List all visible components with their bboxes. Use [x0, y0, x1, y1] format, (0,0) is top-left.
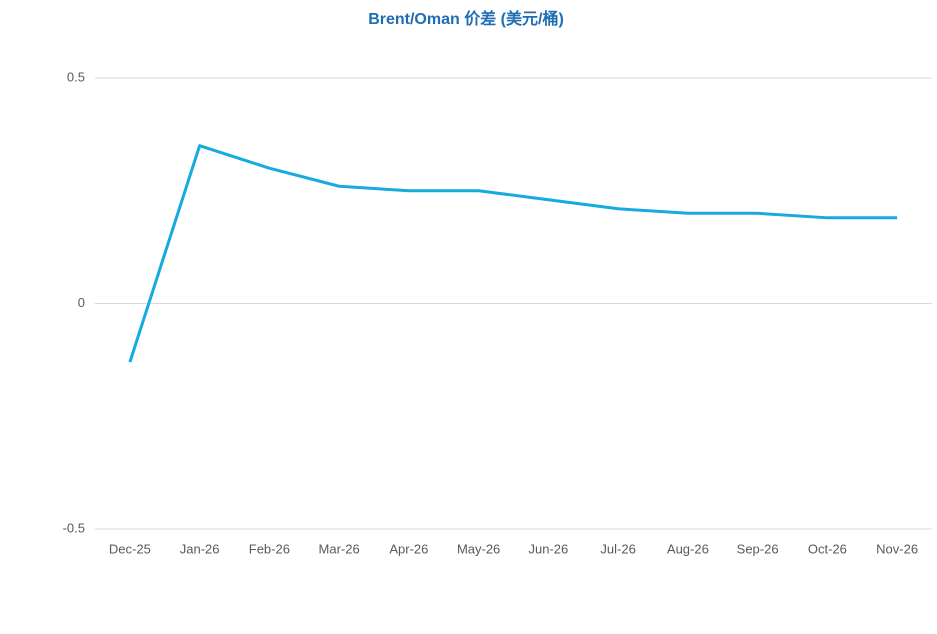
x-tick-label: Sep-26 — [737, 541, 779, 556]
y-tick-label: -0.5 — [63, 520, 85, 535]
x-tick-label: Nov-26 — [876, 541, 918, 556]
x-tick-label: Mar-26 — [319, 541, 360, 556]
x-tick-label: Dec-25 — [109, 541, 151, 556]
chart-title: Brent/Oman 价差 (美元/桶) — [368, 9, 564, 28]
y-tick-label: 0 — [78, 295, 85, 310]
data-line — [128, 144, 898, 363]
x-tick-label: Oct-26 — [808, 541, 847, 556]
x-tick-label: Feb-26 — [249, 541, 290, 556]
x-tick-label: Aug-26 — [667, 541, 709, 556]
x-tick-label: Jan-26 — [180, 541, 220, 556]
x-tick-label: Apr-26 — [389, 541, 428, 556]
x-tick-label: Jun-26 — [529, 541, 569, 556]
y-tick-label: 0.5 — [67, 69, 85, 84]
x-tick-label: Jul-26 — [600, 541, 635, 556]
x-tick-label: May-26 — [457, 541, 500, 556]
